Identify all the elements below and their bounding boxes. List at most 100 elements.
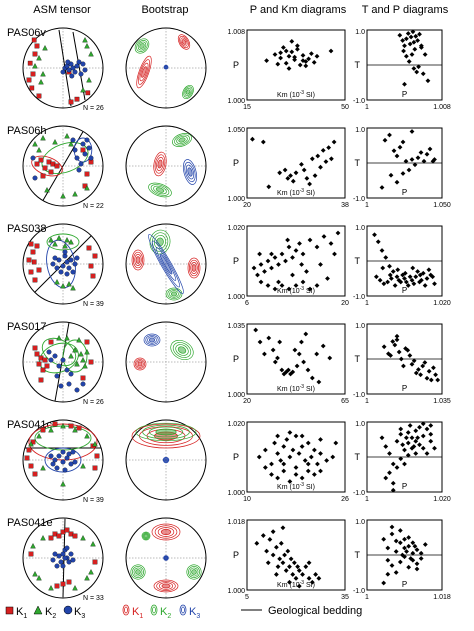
- asm-confidence-ellipse: [41, 337, 77, 367]
- pkm-plot-point: [278, 55, 283, 61]
- asm-k3-point: [54, 373, 60, 379]
- pkm-plot-point: [320, 148, 326, 153]
- pkm-plot-xtick-left: 15: [243, 104, 251, 111]
- asm-k2-point: [82, 37, 88, 43]
- pkm-plot-point: [321, 234, 327, 239]
- pkm-plot-point: [286, 244, 292, 250]
- pkm-plot-point: [293, 248, 299, 253]
- pkm-plot-point: [296, 451, 302, 456]
- boot-k2-cloud: [130, 564, 146, 580]
- asm-k3-point: [65, 59, 71, 65]
- boot-k2-cloud: [135, 422, 197, 442]
- asm-k1-point: [26, 257, 32, 263]
- asm-k1-point: [80, 375, 86, 381]
- pkm-xlabel: Km (10-3 SI): [277, 286, 315, 295]
- tp-plot-point: [401, 48, 406, 54]
- pkm-plot-point: [260, 533, 266, 538]
- asm-k2-point: [82, 363, 88, 369]
- boot-k2-cloud: [169, 290, 179, 298]
- asm-k2-point: [64, 237, 70, 243]
- asm-k1-point: [32, 51, 38, 57]
- tp-plot-point: [418, 556, 424, 561]
- pkm-plot-point: [296, 583, 302, 589]
- asm-k3-point: [56, 453, 62, 459]
- asm-k3-point: [58, 559, 64, 565]
- pkm-plot-point: [314, 351, 320, 357]
- tp-plot-point: [424, 451, 430, 456]
- asm-n-label: N = 26: [83, 399, 104, 406]
- boot-k3-cloud: [148, 234, 184, 294]
- pkm-plot-point: [272, 440, 277, 446]
- asm-k2-point: [54, 279, 60, 285]
- pkm-plot-point: [287, 479, 293, 484]
- boot-k1-cloud: [136, 360, 144, 368]
- pkm-plot-point: [331, 139, 337, 145]
- asm-k3-point: [62, 555, 68, 561]
- tp-plot-point: [398, 431, 404, 437]
- pkm-ylabel: P: [233, 60, 239, 70]
- boot-k2-cloud: [133, 567, 143, 577]
- pkm-plot-point: [311, 472, 317, 477]
- asm-k3-point: [52, 551, 58, 557]
- pkm-plot-point: [301, 359, 307, 365]
- asm-k3-point: [70, 557, 76, 563]
- pkm-plot: 1.018 1.000 P Km (10-3 SI) 5 35: [227, 519, 349, 601]
- asm-k2-point: [80, 463, 86, 469]
- pkm-plot-point: [260, 139, 266, 145]
- pkm-plot-point: [257, 339, 263, 345]
- pkm-plot-point: [266, 335, 272, 341]
- asm-k3-point: [72, 147, 78, 153]
- pkm-plot-point: [335, 230, 341, 236]
- asm-k2-point: [80, 535, 86, 541]
- boot-k2-cloud: [153, 185, 167, 195]
- pkm-plot-point: [290, 572, 296, 577]
- pkm-plot-frame: [246, 519, 346, 591]
- pkm-ytick-top: 1.035: [227, 323, 245, 330]
- asm-k3-point: [62, 249, 68, 255]
- asm-k3-point: [30, 155, 36, 161]
- tp-plot-point: [393, 570, 399, 575]
- asm-k1-point: [46, 159, 52, 165]
- header-t-p: T and P diagrams: [362, 4, 449, 16]
- tp-plot-point: [430, 274, 436, 280]
- asm-k3-point: [80, 61, 86, 67]
- tp-plot-xtick-right: 1.008: [433, 104, 451, 111]
- asm-k2-point: [32, 571, 38, 577]
- tp-plot-point: [396, 349, 402, 355]
- asm-k3-point: [32, 175, 38, 181]
- boot-k3-cloud: [163, 555, 169, 561]
- boot-k2-cloud: [172, 342, 192, 358]
- asm-k2-point: [76, 337, 82, 343]
- pkm-plot-point: [293, 283, 299, 288]
- asm-k3-point: [64, 367, 70, 373]
- pkm-plot-point: [303, 63, 309, 69]
- tp-plot-point: [400, 552, 405, 558]
- tp-plot-point: [405, 430, 411, 435]
- boot-k2-cloud: [172, 133, 192, 147]
- asm-k1-point: [31, 37, 37, 43]
- pkm-plot-point: [266, 184, 272, 190]
- pkm-xlabel: Km (10-3 SI): [277, 188, 315, 197]
- tp-plot-point: [377, 277, 383, 283]
- boot-k2-cloud: [174, 134, 190, 146]
- boot-k1-cloud: [160, 528, 172, 536]
- asm-k2-point: [30, 543, 36, 549]
- pkm-plot-point: [295, 564, 301, 570]
- asm-k1-point: [28, 551, 34, 557]
- asm-k1-point: [30, 249, 36, 255]
- pkm-plot-point: [333, 440, 339, 446]
- asm-k3-point: [60, 69, 66, 75]
- pkm-plot-point: [299, 444, 305, 449]
- pkm-plot-point: [314, 283, 320, 288]
- asm-k2-point: [84, 185, 90, 191]
- boot-k1-cloud: [181, 39, 187, 45]
- pkm-plot-point: [290, 369, 296, 375]
- asm-k3-point: [78, 161, 84, 167]
- boot-k3-cloud: [164, 458, 168, 462]
- asm-k3-point: [60, 263, 66, 269]
- tp-plot-point: [400, 38, 406, 43]
- boot-k3-cloud: [163, 555, 169, 561]
- boot-k1-cloud: [141, 66, 147, 78]
- pkm-plot-xtick-left: 20: [243, 202, 251, 209]
- pkm-ytick-top: 1.050: [227, 127, 245, 134]
